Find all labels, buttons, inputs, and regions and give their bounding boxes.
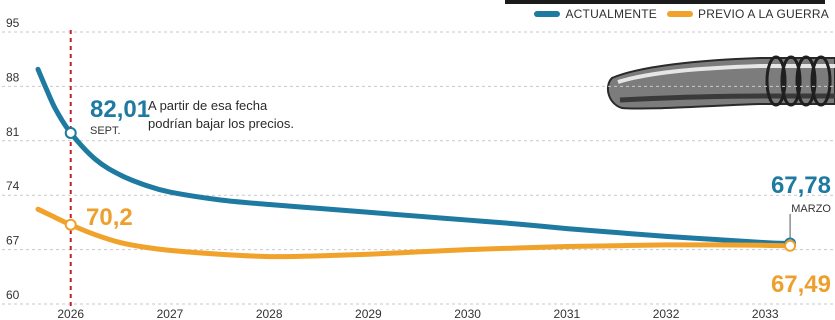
x-tick-label: 2026 [57,307,84,320]
orange-start-value-label: 70,2 [86,204,133,231]
y-tick-label: 74 [6,179,20,193]
legend-item-previo: PREVIO A LA GUERRA [667,7,829,21]
series-line-previo [35,206,793,260]
end-orange-value-label: 67,49 [771,271,831,298]
series-line-actual [35,66,793,247]
march-month-label: MARZO [791,203,831,215]
x-tick-label: 2029 [355,307,382,320]
note-line-2: podrían bajar los precios. [148,116,294,131]
y-tick-label: 95 [6,16,20,30]
highlight-point-previo [784,239,797,252]
header-strip [505,0,825,4]
axis-layer: 60 67 74 81 88 95 2026 2027 2028 2029 2030 2031 2032… [6,16,779,320]
fuel-nozzle-icon [606,55,835,110]
highlight-point-actual [64,126,77,139]
legend-label-previo: PREVIO A LA GUERRA [698,7,829,21]
y-tick-label: 67 [6,234,20,248]
x-tick-label: 2031 [553,307,580,320]
legend: ACTUALMENTE PREVIO A LA GUERRA [534,7,829,21]
note-line-1: A partir de esa fecha [148,98,268,113]
x-tick-label: 2032 [653,307,680,320]
point-layer [64,126,797,252]
x-tick-label: 2033 [752,307,779,320]
legend-label-actual: ACTUALMENTE [565,7,658,21]
y-tick-label: 81 [6,125,20,139]
highlight-point-previo [64,218,77,231]
march-value-label: 67,78 [771,172,831,199]
legend-swatch-previo [667,11,694,17]
legend-item-actual: ACTUALMENTE [534,7,657,21]
y-tick-label: 88 [6,70,20,84]
x-tick-label: 2028 [256,307,283,320]
y-tick-label: 60 [6,288,20,302]
series-layer [35,66,793,260]
x-tick-label: 2027 [157,307,184,320]
legend-swatch-actual [534,11,561,17]
sept-value-label: 82,01 [90,96,150,123]
sept-month-label: SEPT. [90,125,121,137]
x-tick-label: 2030 [454,307,481,320]
grid-layer [2,31,835,305]
